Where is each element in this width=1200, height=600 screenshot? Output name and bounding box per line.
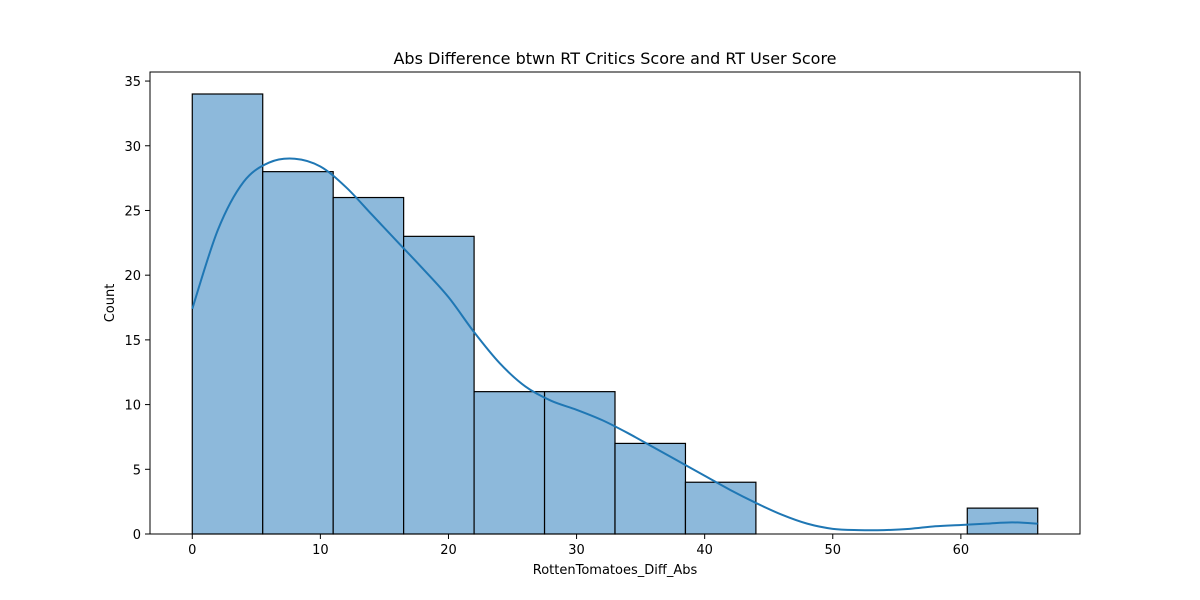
y-tick-label: 30: [124, 140, 141, 155]
x-axis-ticks: 0 10 20 30 40 50 60: [188, 534, 969, 558]
y-tick-label: 15: [124, 334, 141, 349]
y-tick-label: 35: [124, 75, 141, 90]
y-tick-label: 0: [133, 528, 141, 543]
histogram-bar: [473, 391, 546, 535]
histogram-bar: [684, 481, 757, 535]
histogram-bars: [191, 93, 1039, 535]
plot-frame: [149, 71, 1081, 535]
kde-curve: [191, 157, 1038, 532]
x-tick-label: 10: [312, 543, 329, 558]
y-tick-label: 20: [124, 269, 141, 284]
x-tick-label: 20: [440, 543, 457, 558]
histogram-bar: [614, 442, 687, 535]
histogram-bar: [332, 196, 405, 535]
histogram-bar: [403, 235, 475, 535]
y-tick-label: 10: [124, 399, 141, 414]
y-axis-label: Count: [103, 284, 118, 323]
x-tick-label: 30: [568, 543, 585, 558]
chart-title: Abs Difference btwn RT Critics Score and…: [393, 49, 836, 68]
histogram-bar: [262, 171, 334, 535]
y-tick-label: 25: [124, 204, 141, 219]
x-tick-label: 60: [953, 543, 970, 558]
histogram-bar: [191, 93, 264, 535]
x-tick-label: 0: [188, 543, 196, 558]
x-axis-label: RottenTomatoes_Diff_Abs: [533, 563, 698, 578]
x-tick-label: 50: [824, 543, 841, 558]
histogram-bar: [966, 507, 1039, 535]
y-axis-ticks: 0 5 10 15 20 25 30 35: [124, 75, 150, 543]
histogram-bar: [543, 391, 616, 535]
x-tick-label: 40: [696, 543, 713, 558]
y-tick-label: 5: [133, 463, 141, 478]
